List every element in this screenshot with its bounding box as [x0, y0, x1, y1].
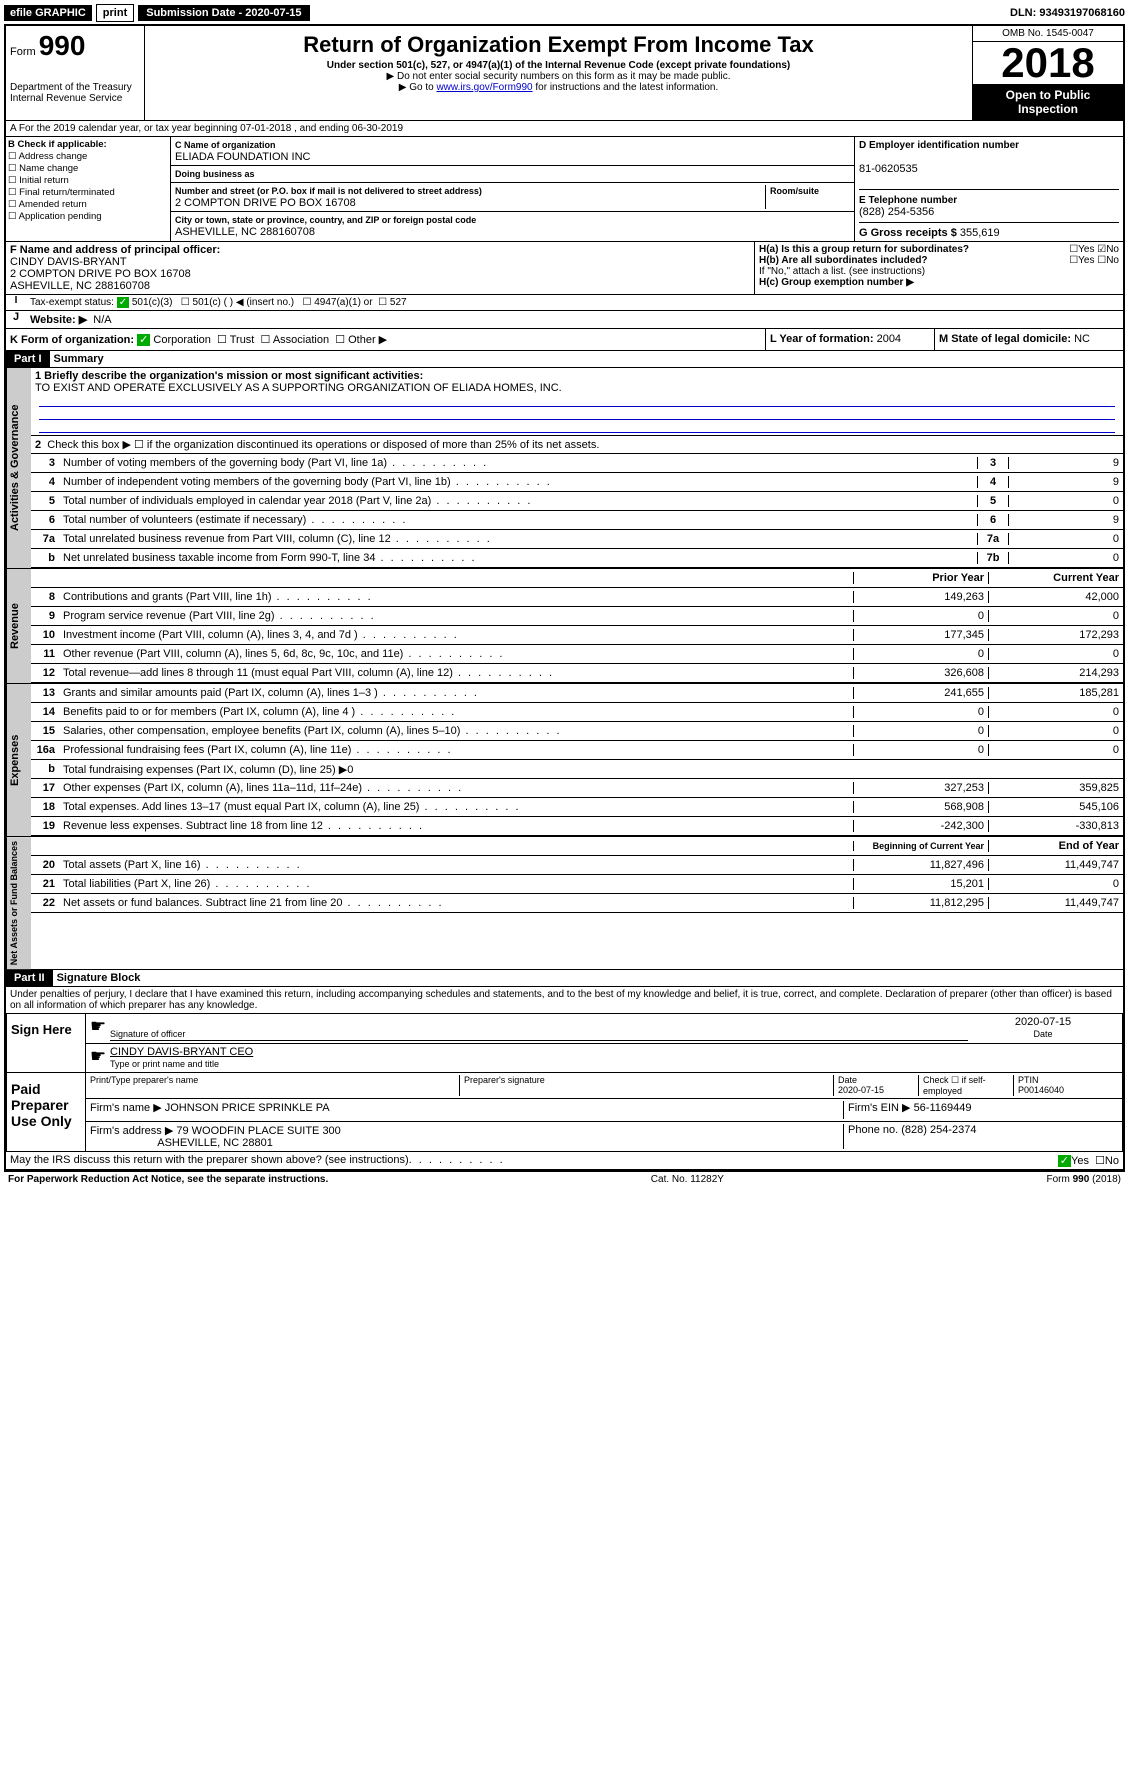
officer-name: CINDY DAVIS-BRYANT	[10, 256, 127, 268]
line-16a: 16aProfessional fundraising fees (Part I…	[31, 741, 1123, 760]
website: N/A	[93, 314, 111, 326]
line-19: 19Revenue less expenses. Subtract line 1…	[31, 817, 1123, 836]
section-i: I Tax-exempt status: ✓ 501(c)(3) ☐ 501(c…	[6, 295, 1123, 311]
dln: DLN: 93493197068160	[1010, 7, 1125, 19]
discuss-row: May the IRS discuss this return with the…	[6, 1152, 1123, 1170]
dept-treasury: Department of the Treasury Internal Reve…	[10, 82, 140, 104]
line-11: 11Other revenue (Part VIII, column (A), …	[31, 645, 1123, 664]
tax-year: 2018	[973, 42, 1123, 84]
submission-date: Submission Date - 2020-07-15	[138, 5, 309, 21]
form-prefix: Form	[10, 46, 36, 58]
vlabel-gov: Activities & Governance	[6, 368, 31, 568]
form-number: 990	[39, 30, 86, 61]
efile-btn[interactable]: efile GRAPHIC	[4, 5, 92, 21]
line-3: 3Number of voting members of the governi…	[31, 454, 1123, 473]
activities-governance: Activities & Governance 1 Briefly descri…	[6, 368, 1123, 569]
perjury-statement: Under penalties of perjury, I declare th…	[6, 987, 1123, 1014]
firm-name: JOHNSON PRICE SPRINKLE PA	[165, 1102, 330, 1114]
part1-header: Part I Summary	[6, 351, 1123, 368]
section-j: J Website: ▶ N/A	[6, 311, 1123, 329]
open-public: Open to Public Inspection	[973, 84, 1123, 120]
netassets-section: Net Assets or Fund Balances Beginning of…	[6, 837, 1123, 970]
mission: TO EXIST AND OPERATE EXCLUSIVELY AS A SU…	[35, 382, 562, 394]
cb-address[interactable]: ☐ Address change	[8, 151, 168, 162]
line-8: 8Contributions and grants (Part VIII, li…	[31, 588, 1123, 607]
line-21: 21Total liabilities (Part X, line 26) 15…	[31, 875, 1123, 894]
org-city: ASHEVILLE, NC 288160708	[175, 226, 315, 238]
paid-preparer: Paid Preparer Use Only Print/Type prepar…	[6, 1073, 1123, 1152]
form-title: Return of Organization Exempt From Incom…	[149, 32, 968, 58]
gross-receipts: 355,619	[960, 227, 1000, 239]
line-20: 20Total assets (Part X, line 16) 11,827,…	[31, 856, 1123, 875]
print-btn[interactable]: print	[96, 4, 134, 22]
line-18: 18Total expenses. Add lines 13–17 (must …	[31, 798, 1123, 817]
line-15: 15Salaries, other compensation, employee…	[31, 722, 1123, 741]
ptin: P00146040	[1018, 1085, 1064, 1095]
section-a: A For the 2019 calendar year, or tax yea…	[6, 121, 1123, 137]
line-9: 9Program service revenue (Part VIII, lin…	[31, 607, 1123, 626]
form-container: Form 990 Department of the Treasury Inte…	[4, 24, 1125, 1172]
cb-amended[interactable]: ☐ Amended return	[8, 199, 168, 210]
line-4: 4Number of independent voting members of…	[31, 473, 1123, 492]
line-14: 14Benefits paid to or for members (Part …	[31, 703, 1123, 722]
cb-initial[interactable]: ☐ Initial return	[8, 175, 168, 186]
line-6: 6Total number of volunteers (estimate if…	[31, 511, 1123, 530]
line-b: bTotal fundraising expenses (Part IX, co…	[31, 760, 1123, 779]
cb-name[interactable]: ☐ Name change	[8, 163, 168, 174]
ein: 81-0620535	[859, 163, 918, 175]
footer: For Paperwork Reduction Act Notice, see …	[4, 1172, 1125, 1187]
line-5: 5Total number of individuals employed in…	[31, 492, 1123, 511]
section-c: C Name of organizationELIADA FOUNDATION …	[171, 137, 855, 241]
line-12: 12Total revenue—add lines 8 through 11 (…	[31, 664, 1123, 683]
phone: (828) 254-5356	[859, 206, 934, 218]
line-17: 17Other expenses (Part IX, column (A), l…	[31, 779, 1123, 798]
form-header: Form 990 Department of the Treasury Inte…	[6, 26, 1123, 121]
line-22: 22Net assets or fund balances. Subtract …	[31, 894, 1123, 913]
part2-header: Part II Signature Block	[6, 970, 1123, 987]
line-b: bNet unrelated business taxable income f…	[31, 549, 1123, 568]
form-subtitle: Under section 501(c), 527, or 4947(a)(1)…	[149, 60, 968, 71]
expenses-section: Expenses 13Grants and similar amounts pa…	[6, 684, 1123, 837]
line-10: 10Investment income (Part VIII, column (…	[31, 626, 1123, 645]
section-b-row: B Check if applicable: ☐ Address change …	[6, 137, 1123, 242]
section-f-h: F Name and address of principal officer:…	[6, 242, 1123, 295]
line-13: 13Grants and similar amounts paid (Part …	[31, 684, 1123, 703]
section-d-e-g: D Employer identification number81-06205…	[855, 137, 1123, 241]
org-name: ELIADA FOUNDATION INC	[175, 151, 310, 163]
section-k-l-m: K Form of organization: ✓ Corporation ☐ …	[6, 329, 1123, 351]
note-goto: ▶ Go to www.irs.gov/Form990 for instruct…	[149, 82, 968, 93]
cb-pending[interactable]: ☐ Application pending	[8, 211, 168, 222]
sign-here: Sign Here ☛ Signature of officer 2020-07…	[6, 1014, 1123, 1073]
top-bar: efile GRAPHIC print Submission Date - 20…	[4, 4, 1125, 22]
line-7a: 7aTotal unrelated business revenue from …	[31, 530, 1123, 549]
cb-final[interactable]: ☐ Final return/terminated	[8, 187, 168, 198]
irs-link[interactable]: www.irs.gov/Form990	[436, 82, 532, 93]
note-ssn: ▶ Do not enter social security numbers o…	[149, 71, 968, 82]
org-addr: 2 COMPTON DRIVE PO BOX 16708	[175, 197, 356, 209]
section-b: B Check if applicable: ☐ Address change …	[6, 137, 171, 241]
officer-sig-name: CINDY DAVIS-BRYANT CEO	[110, 1046, 253, 1058]
revenue-section: Revenue Prior Year Current Year 8Contrib…	[6, 569, 1123, 684]
